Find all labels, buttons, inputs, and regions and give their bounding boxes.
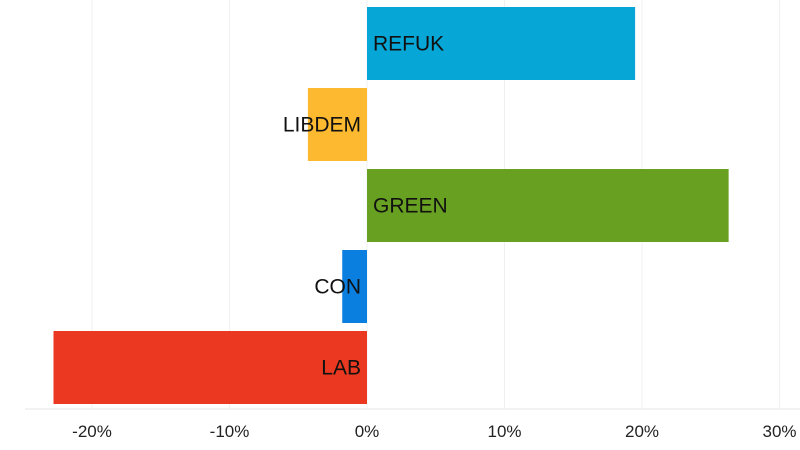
bars <box>53 7 729 404</box>
x-tick-label: 10% <box>487 422 521 441</box>
bar-labels: REFUK LIBDEM GREEN CON LAB <box>283 33 448 380</box>
bar-label-lab: LAB <box>321 357 361 380</box>
bar-con <box>342 250 367 323</box>
bar-label-libdem: LIBDEM <box>283 114 361 137</box>
bar-lab <box>53 331 367 404</box>
bar-label-con: CON <box>314 276 361 299</box>
x-tick-label: 20% <box>625 422 659 441</box>
x-tick-label: 0% <box>355 422 380 441</box>
x-tick-label: -20% <box>72 422 112 441</box>
bar-refuk <box>367 7 636 80</box>
x-tick-label: 30% <box>762 422 796 441</box>
bar-green <box>367 169 729 242</box>
x-tick-label: -10% <box>210 422 250 441</box>
bar-label-green: GREEN <box>373 195 448 218</box>
x-tick-labels: -20% -10% 0% 10% 20% 30% <box>72 422 796 441</box>
bar-libdem <box>307 88 367 161</box>
bar-label-refuk: REFUK <box>373 33 444 56</box>
